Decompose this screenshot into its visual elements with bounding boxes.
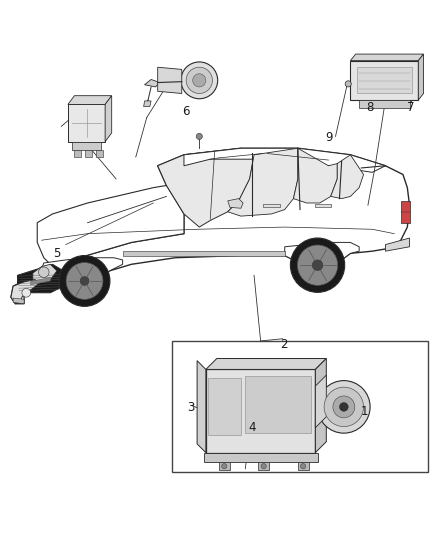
Polygon shape [208,378,241,435]
Polygon shape [350,54,424,61]
Polygon shape [68,104,105,142]
Polygon shape [158,67,182,93]
Polygon shape [258,462,269,470]
Polygon shape [315,359,326,453]
Polygon shape [13,298,24,304]
Circle shape [181,62,218,99]
Polygon shape [33,264,57,282]
Circle shape [22,288,31,297]
Polygon shape [263,204,280,207]
Polygon shape [204,453,318,462]
Bar [172,341,428,472]
Polygon shape [31,278,50,285]
Polygon shape [85,150,92,157]
Circle shape [324,387,364,426]
Polygon shape [11,148,410,304]
Text: 1: 1 [360,406,368,418]
Polygon shape [37,185,184,271]
Circle shape [318,381,370,433]
Text: 7: 7 [407,101,415,115]
Polygon shape [206,369,315,453]
Text: 8: 8 [367,101,374,115]
Circle shape [339,402,348,411]
Polygon shape [315,375,326,427]
Circle shape [186,67,212,93]
Polygon shape [298,462,309,470]
Polygon shape [350,61,418,100]
Circle shape [66,263,103,300]
Polygon shape [184,148,385,172]
Text: 5: 5 [53,247,60,260]
Polygon shape [96,150,103,157]
Polygon shape [245,376,311,433]
Circle shape [222,464,227,469]
Circle shape [297,245,338,285]
Text: 6: 6 [182,104,190,117]
Polygon shape [228,199,243,208]
Polygon shape [123,251,285,255]
Circle shape [80,277,89,285]
Polygon shape [11,280,39,304]
Polygon shape [105,96,112,142]
Circle shape [312,260,323,270]
Circle shape [261,464,266,469]
Text: 9: 9 [325,131,333,144]
Circle shape [59,255,110,306]
Polygon shape [228,148,298,216]
Polygon shape [74,150,81,157]
Polygon shape [357,67,412,93]
Polygon shape [158,148,254,227]
Polygon shape [18,264,64,293]
Polygon shape [385,238,410,251]
Text: 2: 2 [280,338,288,351]
Polygon shape [418,54,424,100]
Text: 4: 4 [248,421,256,434]
Polygon shape [293,148,337,203]
Polygon shape [197,361,206,453]
Polygon shape [144,101,151,107]
Circle shape [290,238,345,292]
Polygon shape [42,258,123,284]
Circle shape [39,267,49,278]
Circle shape [345,81,351,87]
Polygon shape [145,79,160,87]
Polygon shape [401,201,410,223]
Circle shape [193,74,206,87]
Polygon shape [68,96,112,104]
Circle shape [333,396,355,418]
Polygon shape [315,204,331,207]
Polygon shape [285,243,359,269]
Circle shape [300,464,306,469]
Polygon shape [219,462,230,470]
Circle shape [196,133,202,140]
Polygon shape [331,155,364,199]
Text: 3: 3 [187,401,194,414]
Polygon shape [206,359,326,369]
Polygon shape [72,142,101,150]
Polygon shape [359,100,410,108]
